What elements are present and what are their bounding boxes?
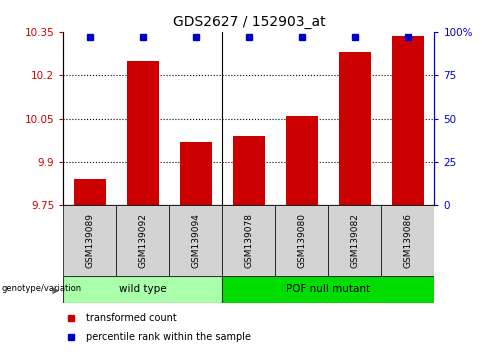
Text: GSM139086: GSM139086: [403, 213, 412, 268]
Bar: [223, 205, 275, 276]
Text: GSM139094: GSM139094: [191, 213, 201, 268]
Bar: [223, 276, 434, 303]
Text: GSM139092: GSM139092: [139, 213, 147, 268]
Bar: [74, 179, 106, 205]
Bar: [286, 116, 318, 205]
Bar: [392, 36, 424, 205]
Text: GSM139082: GSM139082: [350, 213, 359, 268]
Bar: [63, 276, 223, 303]
Bar: [63, 205, 117, 276]
Bar: [169, 205, 223, 276]
Text: percentile rank within the sample: percentile rank within the sample: [86, 332, 251, 342]
Title: GDS2627 / 152903_at: GDS2627 / 152903_at: [173, 16, 325, 29]
Text: GSM139080: GSM139080: [297, 213, 306, 268]
Bar: [339, 52, 371, 205]
Text: wild type: wild type: [119, 284, 167, 295]
Text: GSM139089: GSM139089: [85, 213, 95, 268]
Bar: [381, 205, 434, 276]
Bar: [233, 136, 265, 205]
Text: transformed count: transformed count: [86, 313, 177, 323]
Bar: [328, 205, 381, 276]
Bar: [180, 142, 212, 205]
Bar: [117, 205, 169, 276]
Text: genotype/variation: genotype/variation: [1, 284, 81, 292]
Text: POF null mutant: POF null mutant: [286, 284, 370, 295]
Bar: [127, 61, 159, 205]
Bar: [275, 205, 328, 276]
Text: GSM139078: GSM139078: [244, 213, 253, 268]
